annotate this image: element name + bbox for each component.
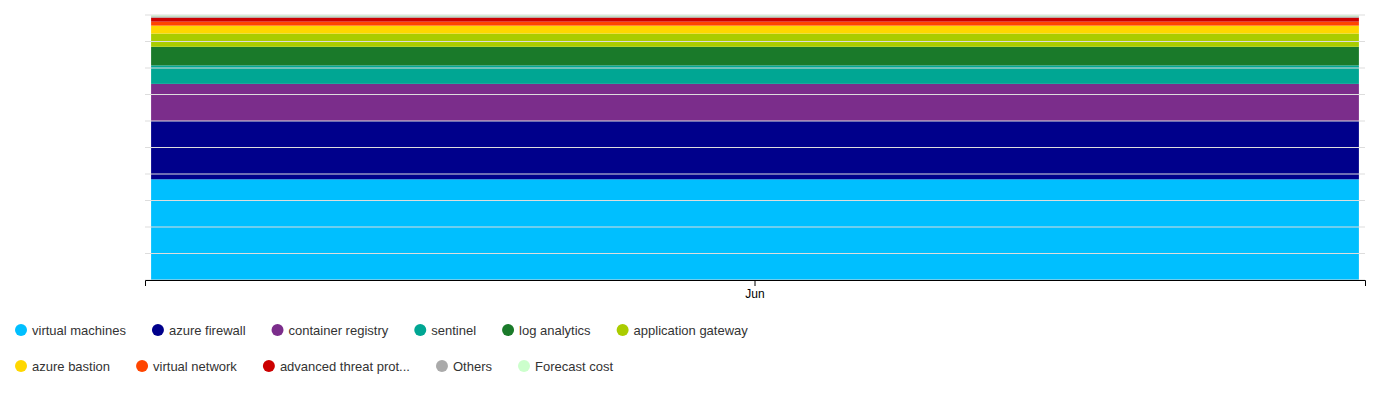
bar-segment xyxy=(151,121,1359,179)
legend-item: virtual machines xyxy=(15,323,126,338)
grid-line xyxy=(145,68,1365,69)
bar-segment xyxy=(151,16,1359,17)
x-tick-mark xyxy=(755,280,756,286)
legend-label: Others xyxy=(453,359,493,374)
grid xyxy=(145,15,1365,280)
legend-swatch xyxy=(263,360,275,372)
legend-item: application gateway xyxy=(617,323,749,338)
legend-swatch xyxy=(436,360,448,372)
legend-swatch xyxy=(518,360,530,372)
legend-label: virtual machines xyxy=(32,323,126,338)
bar-segment xyxy=(151,22,1359,26)
x-tick: Jun xyxy=(745,280,764,301)
legend: virtual machines azure firewall container … xyxy=(15,323,748,374)
bar-segment xyxy=(151,34,1359,47)
grid-line xyxy=(145,41,1365,42)
bar-segment xyxy=(151,47,1359,66)
x-axis-line xyxy=(146,281,1366,287)
legend-swatch xyxy=(15,360,27,372)
grid-line xyxy=(145,227,1365,228)
legend-swatch xyxy=(617,324,629,336)
grid-line xyxy=(145,200,1365,201)
legend-label: advanced threat prot... xyxy=(280,359,410,374)
legend-swatch xyxy=(272,324,284,336)
grid-line xyxy=(145,147,1365,148)
legend-item: advanced threat prot... xyxy=(263,359,410,374)
legend-swatch xyxy=(502,324,514,336)
legend-swatch xyxy=(15,324,27,336)
x-axis: Jun xyxy=(146,280,1366,301)
bar-segment xyxy=(151,179,1359,280)
legend-swatch xyxy=(152,324,164,336)
legend-label: container registry xyxy=(289,323,389,338)
legend-label: log analytics xyxy=(519,323,591,338)
legend-item: container registry xyxy=(272,323,389,338)
legend-swatch xyxy=(136,360,148,372)
grid-line xyxy=(145,94,1365,95)
legend-item: Others xyxy=(436,359,493,374)
grid-line xyxy=(145,121,1365,122)
chart: Jun virtual machines azure firewall contain… xyxy=(0,0,1380,405)
legend-item: log analytics xyxy=(502,323,591,338)
grid-line xyxy=(145,174,1365,175)
bar-segment xyxy=(151,26,1359,34)
legend-label: sentinel xyxy=(431,323,476,338)
legend-item: sentinel xyxy=(414,323,476,338)
bar-segment xyxy=(151,84,1359,121)
legend-swatch xyxy=(414,324,426,336)
legend-label: virtual network xyxy=(153,359,237,374)
legend-item: azure firewall xyxy=(152,323,246,338)
legend-label: azure firewall xyxy=(169,323,246,338)
x-tick-label: Jun xyxy=(745,287,764,301)
legend-label: application gateway xyxy=(634,323,749,338)
grid-line xyxy=(145,253,1365,254)
plot: Jun xyxy=(145,15,1366,301)
bar-segment xyxy=(151,18,1359,22)
legend-item: virtual network xyxy=(136,359,237,374)
legend-item: azure bastion xyxy=(15,359,110,374)
legend-label: azure bastion xyxy=(32,359,110,374)
legend-label: Forecast cost xyxy=(535,359,613,374)
grid-line xyxy=(145,15,1365,16)
legend-item: Forecast cost xyxy=(518,359,613,374)
